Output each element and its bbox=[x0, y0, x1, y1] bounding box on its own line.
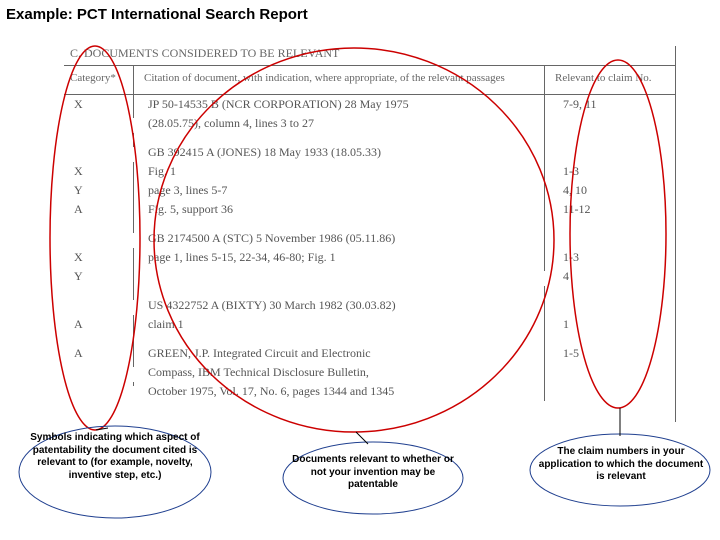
cell-relevant: 1 bbox=[545, 315, 675, 334]
cell-relevant: 4 bbox=[545, 267, 675, 286]
cell-category: X bbox=[64, 248, 134, 267]
cell-category: A bbox=[64, 200, 134, 219]
caption-documents: Documents relevant to whether or not you… bbox=[288, 454, 458, 492]
cell-relevant bbox=[545, 229, 675, 233]
cell-relevant bbox=[545, 363, 675, 367]
col-header-citation: Citation of document, with indication, w… bbox=[134, 66, 545, 94]
cell-category bbox=[64, 382, 134, 386]
cell-relevant bbox=[545, 296, 675, 300]
table-row: AGREEN, J.P. Integrated Circuit and Elec… bbox=[64, 344, 675, 363]
table-row: Ypage 3, lines 5-74, 10 bbox=[64, 181, 675, 200]
table-row: AFig. 5, support 3611-12 bbox=[64, 200, 675, 219]
cell-category: A bbox=[64, 315, 134, 334]
table-row: Aclaim 11 bbox=[64, 315, 675, 334]
connector-1 bbox=[96, 428, 108, 430]
cell-category: A bbox=[64, 344, 134, 363]
table-row: XJP 50-14535 B (NCR CORPORATION) 28 May … bbox=[64, 95, 675, 114]
cell-category bbox=[64, 229, 134, 233]
table-row: October 1975, Vol. 17, No. 6, pages 1344… bbox=[64, 382, 675, 401]
table-row: GB 392415 A (JONES) 18 May 1933 (18.05.3… bbox=[64, 143, 675, 162]
cell-citation: page 1, lines 5-15, 22-34, 46-80; Fig. 1 bbox=[134, 248, 545, 267]
cell-citation: Compass, IBM Technical Disclosure Bullet… bbox=[134, 363, 545, 382]
caption-symbols: Symbols indicating which aspect of paten… bbox=[30, 432, 200, 482]
cell-citation: Fig. 5, support 36 bbox=[134, 200, 545, 219]
cell-relevant bbox=[545, 143, 675, 147]
cell-relevant bbox=[545, 382, 675, 386]
table-row: US 4322752 A (BIXTY) 30 March 1982 (30.0… bbox=[64, 296, 675, 315]
table-row: (28.05.75), column 4, lines 3 to 27 bbox=[64, 114, 675, 133]
cell-relevant: 4, 10 bbox=[545, 181, 675, 200]
cell-citation: JP 50-14535 B (NCR CORPORATION) 28 May 1… bbox=[134, 95, 545, 114]
table-row: Xpage 1, lines 5-15, 22-34, 46-80; Fig. … bbox=[64, 248, 675, 267]
table-row: Compass, IBM Technical Disclosure Bullet… bbox=[64, 363, 675, 382]
table-row: Y4 bbox=[64, 267, 675, 286]
col-header-category: Category* bbox=[64, 66, 134, 94]
cell-category: Y bbox=[64, 267, 134, 286]
cell-category bbox=[64, 114, 134, 118]
cell-category: X bbox=[64, 95, 134, 114]
cell-citation: GB 392415 A (JONES) 18 May 1933 (18.05.3… bbox=[134, 143, 545, 162]
cell-citation: GREEN, J.P. Integrated Circuit and Elect… bbox=[134, 344, 545, 363]
cell-category bbox=[64, 143, 134, 147]
cell-citation: US 4322752 A (BIXTY) 30 March 1982 (30.0… bbox=[134, 296, 545, 315]
cell-category bbox=[64, 363, 134, 367]
cell-citation: (28.05.75), column 4, lines 3 to 27 bbox=[134, 114, 545, 133]
cell-citation: page 3, lines 5-7 bbox=[134, 181, 545, 200]
cell-category bbox=[64, 296, 134, 300]
cell-citation: GB 2174500 A (STC) 5 November 1986 (05.1… bbox=[134, 229, 545, 248]
cell-category: X bbox=[64, 162, 134, 181]
cell-relevant: 7-9, 11 bbox=[545, 95, 675, 114]
cell-category: Y bbox=[64, 181, 134, 200]
cell-citation bbox=[134, 267, 545, 271]
cell-citation: October 1975, Vol. 17, No. 6, pages 1344… bbox=[134, 382, 545, 401]
cell-relevant: 1-5 bbox=[545, 344, 675, 363]
column-header-row: Category* Citation of document, with ind… bbox=[64, 66, 675, 95]
connector-2 bbox=[356, 432, 368, 444]
col-header-relevant: Relevant to claim No. bbox=[545, 66, 675, 94]
page-title: Example: PCT International Search Report bbox=[6, 6, 308, 23]
cell-citation: Fig. 1 bbox=[134, 162, 545, 181]
table-row: XFig. 11-3 bbox=[64, 162, 675, 181]
table-row: GB 2174500 A (STC) 5 November 1986 (05.1… bbox=[64, 229, 675, 248]
section-header: C. DOCUMENTS CONSIDERED TO BE RELEVANT bbox=[64, 46, 675, 66]
table-body: XJP 50-14535 B (NCR CORPORATION) 28 May … bbox=[64, 95, 675, 405]
cell-relevant: 11-12 bbox=[545, 200, 675, 219]
cell-relevant: 1-3 bbox=[545, 162, 675, 181]
caption-claims: The claim numbers in your application to… bbox=[536, 446, 706, 484]
cell-citation: claim 1 bbox=[134, 315, 545, 334]
cell-relevant bbox=[545, 114, 675, 118]
report-panel: C. DOCUMENTS CONSIDERED TO BE RELEVANT C… bbox=[64, 46, 676, 422]
cell-relevant: 1-3 bbox=[545, 248, 675, 267]
